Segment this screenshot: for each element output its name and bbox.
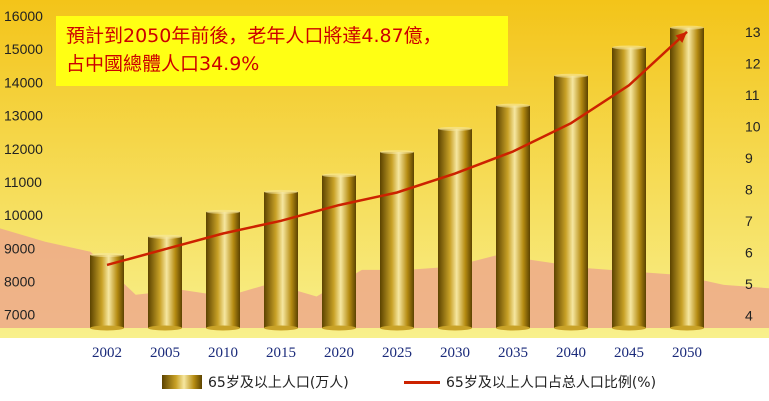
bar-base-2002 [90,325,124,331]
legend-bar-swatch [162,375,202,389]
bar-base-2030 [438,325,472,331]
ratio-line [106,30,688,267]
y-left-tick-label: 16000 [4,8,43,24]
y-right-tick-label: 7 [745,213,753,229]
x-axis-ticks: 2002 2005 2010 2015 2020 2025 2030 2035 2040 2045… [92,345,702,361]
bar-2015 [264,191,298,328]
y-right-tick-label: 5 [745,276,753,292]
x-tick-label: 2045 [614,345,644,361]
x-tick-label: 2025 [382,345,412,361]
bar-top-2045 [612,45,646,50]
bar-base-2020 [322,325,356,331]
x-tick-label: 2002 [92,345,122,361]
bar-2035 [496,105,530,328]
y-left-tick-label: 8000 [4,274,35,290]
y-axis-right-ticks: 4 5 6 7 8 9 10 11 12 13 [745,24,761,324]
y-right-tick-label: 8 [745,181,753,197]
y-left-tick-label: 13000 [4,108,43,124]
bar-top-2015 [264,189,298,194]
y-left-tick-label: 10000 [4,207,43,223]
bar-top-2010 [206,209,240,214]
bar-top-2050 [670,25,704,30]
legend-line-label: 65岁及以上人口占总人口比例(%) [446,375,657,391]
bar-top-2005 [148,234,182,239]
y-right-tick-label: 6 [745,244,753,260]
y-right-tick-label: 10 [745,118,761,134]
bar-series [90,25,704,331]
bar-base-2010 [206,325,240,331]
legend-item-line: 65岁及以上人口占总人口比例(%) [404,372,656,392]
y-right-tick-label: 11 [745,87,760,103]
bar-base-2035 [496,325,530,331]
y-left-tick-label: 11000 [4,174,42,190]
bar-2002 [90,254,124,328]
bar-base-2025 [380,325,414,331]
ratio-line-arrowhead [675,31,687,43]
bar-base-2015 [264,325,298,331]
y-right-tick-label: 4 [745,307,753,323]
bar-2030 [438,128,472,328]
bar-base-2045 [612,325,646,331]
y-right-tick-label: 12 [745,55,761,71]
legend-bar-label: 65岁及以上人口(万人) [208,375,349,391]
legend: 65岁及以上人口(万人) 65岁及以上人口占总人口比例(%) [0,368,769,398]
bar-2040 [554,75,588,328]
bar-base-2040 [554,325,588,331]
callout-line-1: 預計到2050年前後，老年人口將達4.87億， [66,25,442,47]
bar-top-2020 [322,173,356,178]
x-tick-label: 2010 [208,345,238,361]
bar-top-2030 [438,126,472,131]
x-tick-label: 2050 [672,345,702,361]
y-right-tick-label: 9 [745,150,753,166]
bar-2045 [612,47,646,328]
x-tick-label: 2015 [266,345,296,361]
y-left-tick-label: 15000 [4,41,43,57]
legend-item-bar: 65岁及以上人口(万人) [162,372,349,392]
y-left-tick-label: 12000 [4,141,43,157]
bar-top-2002 [90,252,124,257]
legend-line-swatch [404,380,440,384]
bar-base-2005 [148,325,182,331]
y-axis-left-ticks: 7000 8000 9000 10000 11000 12000 13000 14000 150… [4,8,43,323]
y-left-tick-label: 14000 [4,74,43,90]
y-left-tick-label: 7000 [4,307,35,323]
bar-top-2035 [496,103,530,108]
x-tick-label: 2035 [498,345,528,361]
bar-top-2025 [380,150,414,155]
bar-base-2050 [670,325,704,331]
y-right-tick-label: 13 [745,24,761,40]
bar-2025 [380,152,414,328]
bar-2050 [670,27,704,328]
bar-top-2040 [554,73,588,78]
callout-line-2: 占中國總體人口34.9% [66,53,260,75]
annotation-callout: 預計到2050年前後，老年人口將達4.87億， 占中國總體人口34.9% [56,16,508,86]
x-tick-label: 2030 [440,345,470,361]
y-left-tick-label: 9000 [4,240,35,256]
line-series [106,30,688,267]
x-tick-label: 2040 [556,345,586,361]
bar-2020 [322,175,356,328]
x-tick-label: 2005 [150,345,180,361]
x-tick-label: 2020 [324,345,354,361]
bar-2010 [206,211,240,328]
